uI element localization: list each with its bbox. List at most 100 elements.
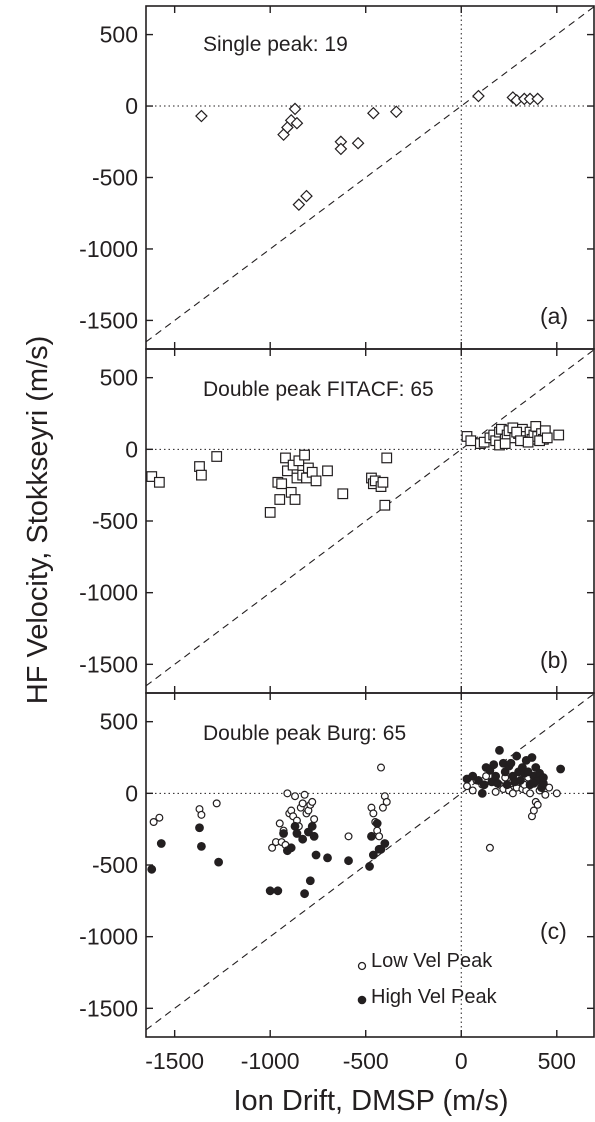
- data-point-diamond: [195, 109, 208, 123]
- data-point-high-vel: [197, 841, 206, 851]
- data-point-low-vel: [508, 789, 517, 798]
- data-point-low-vel: [552, 789, 561, 798]
- data-point-high-vel: [156, 839, 166, 848]
- data-point-low-vel: [291, 792, 300, 801]
- data-point-diamond: [334, 142, 348, 156]
- data-point-low-vel: [529, 806, 538, 815]
- panel-a-ytick-label: -1500: [79, 307, 138, 333]
- data-point-high-vel: [292, 829, 302, 838]
- data-point-square: [153, 476, 165, 488]
- legend: Low Vel Peak High Vel Peak: [357, 950, 498, 1008]
- data-point-low-vel: [268, 843, 277, 852]
- legend-filled-circle-icon: [357, 995, 367, 1005]
- panel-a-ytick-label: 0: [125, 93, 138, 119]
- data-point-high-vel: [495, 745, 504, 755]
- data-point-low-vel: [369, 809, 378, 818]
- data-point-diamond: [288, 102, 302, 116]
- data-point-low-vel: [149, 817, 158, 826]
- data-point-high-vel: [309, 831, 319, 841]
- data-point-square: [293, 455, 305, 467]
- data-point-low-vel: [491, 787, 500, 796]
- legend-entry-low-vel-peak: Low Vel Peak: [371, 950, 493, 972]
- data-point-square: [322, 465, 333, 477]
- data-point-low-vel: [298, 799, 307, 808]
- data-point-high-vel: [493, 778, 502, 788]
- data-point-diamond: [472, 89, 485, 103]
- x-tick-label: 0: [455, 1048, 468, 1074]
- data-point-square: [553, 429, 565, 441]
- data-point-square: [196, 469, 207, 481]
- data-point-diamond: [389, 105, 403, 119]
- data-point-low-vel: [197, 810, 206, 819]
- panel-a-ytick-label: -500: [92, 165, 138, 191]
- data-point-square: [281, 465, 293, 477]
- data-point-low-vel: [533, 800, 542, 809]
- data-point-low-vel: [482, 772, 491, 781]
- data-point-high-vel: [147, 864, 157, 874]
- panel-a-ytick-label: 500: [100, 22, 138, 48]
- panel-b-ytick-label: -1000: [79, 580, 138, 606]
- data-point-low-vel: [275, 819, 284, 828]
- data-point-high-vel: [365, 862, 374, 871]
- data-point-high-vel: [506, 758, 516, 768]
- data-point-low-vel: [485, 843, 494, 852]
- data-point-high-vel: [477, 788, 487, 798]
- data-point-high-vel: [286, 843, 296, 853]
- data-point-diamond: [351, 136, 365, 150]
- data-point-square: [276, 478, 288, 490]
- panel-a-ytick-label: -1000: [79, 236, 138, 262]
- data-point-low-vel: [382, 797, 391, 806]
- data-point-diamond: [290, 116, 304, 130]
- data-point-square: [289, 494, 301, 505]
- data-point-high-vel: [195, 823, 204, 833]
- data-point-high-vel: [491, 771, 501, 781]
- panel-b-ytick-label: 500: [100, 365, 138, 391]
- panel-b-ytick-label: 0: [125, 436, 138, 462]
- panel-c-ytick-label: -1000: [79, 924, 138, 950]
- panel-c-ytick-label: 500: [100, 709, 138, 735]
- data-point-diamond: [367, 106, 380, 120]
- data-point-high-vel: [368, 850, 378, 860]
- panel-c-ytick-label: -500: [92, 852, 138, 878]
- data-point-low-vel: [377, 763, 386, 772]
- panel-a-frame: [145, 5, 595, 350]
- panel-b-ytick-label: -1500: [79, 651, 138, 677]
- data-point-high-vel: [273, 886, 283, 896]
- data-point-low-vel: [526, 789, 535, 798]
- data-point-high-vel: [290, 821, 300, 831]
- data-point-high-vel: [372, 819, 382, 828]
- data-point-low-vel: [155, 813, 164, 822]
- panel-c-title: Double peak Burg: 65: [203, 722, 406, 745]
- data-point-high-vel: [523, 767, 533, 777]
- panel-c-ytick-label: 0: [125, 780, 138, 806]
- panel-b-title: Double peak FITACF: 65: [203, 378, 434, 401]
- data-point-low-vel: [378, 803, 387, 812]
- data-point-square: [264, 507, 276, 518]
- data-point-high-vel: [367, 831, 376, 841]
- data-point-square: [146, 471, 158, 482]
- data-point-low-vel: [310, 815, 319, 824]
- data-point-low-vel: [283, 789, 292, 798]
- data-point-high-vel: [305, 876, 315, 886]
- data-point-square: [465, 435, 477, 447]
- data-point-square: [337, 488, 349, 500]
- data-point-diamond: [531, 92, 545, 106]
- data-point-square: [379, 499, 391, 511]
- x-tick-label: 500: [538, 1048, 576, 1074]
- data-point-square: [522, 436, 534, 448]
- data-point-high-vel: [556, 764, 566, 774]
- data-point-high-vel: [300, 889, 309, 899]
- data-point-low-vel: [375, 832, 384, 841]
- data-point-high-vel: [279, 829, 288, 838]
- data-point-high-vel: [298, 834, 308, 844]
- data-point-high-vel: [489, 760, 499, 770]
- panel-b-label: (b): [540, 647, 568, 673]
- data-point-square: [280, 452, 291, 464]
- data-point-high-vel: [311, 850, 321, 860]
- panel-b-ytick-label: -500: [92, 508, 138, 534]
- legend-entry-high-vel-peak: High Vel Peak: [371, 986, 498, 1008]
- panel-b-diagonal-line: [145, 348, 595, 687]
- panel-c-diagonal-line: [145, 692, 595, 1031]
- data-point-low-vel: [212, 799, 221, 808]
